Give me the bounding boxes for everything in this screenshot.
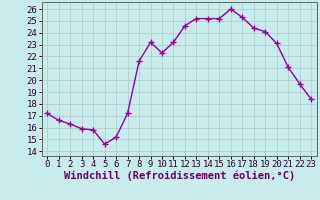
X-axis label: Windchill (Refroidissement éolien,°C): Windchill (Refroidissement éolien,°C) bbox=[64, 171, 295, 181]
